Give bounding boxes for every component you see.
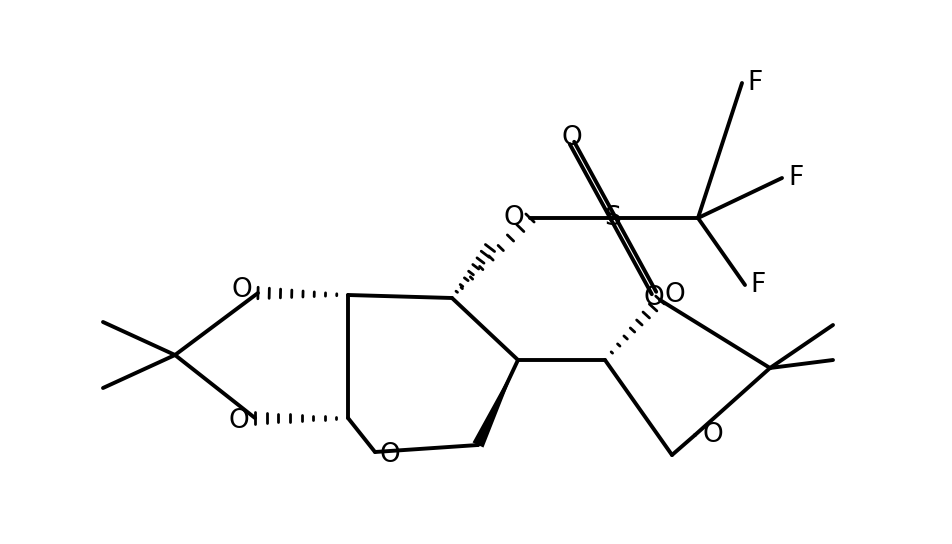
Text: O: O bbox=[703, 422, 724, 448]
Text: F: F bbox=[788, 165, 803, 191]
Text: F: F bbox=[750, 272, 765, 298]
Text: O: O bbox=[664, 282, 685, 308]
Text: O: O bbox=[228, 408, 249, 434]
Text: O: O bbox=[380, 442, 401, 468]
Text: S: S bbox=[605, 205, 622, 231]
Polygon shape bbox=[472, 360, 518, 448]
Text: O: O bbox=[504, 205, 525, 231]
Text: F: F bbox=[747, 70, 763, 96]
Text: O: O bbox=[231, 277, 252, 303]
Text: O: O bbox=[562, 125, 583, 151]
Text: O: O bbox=[644, 285, 664, 311]
